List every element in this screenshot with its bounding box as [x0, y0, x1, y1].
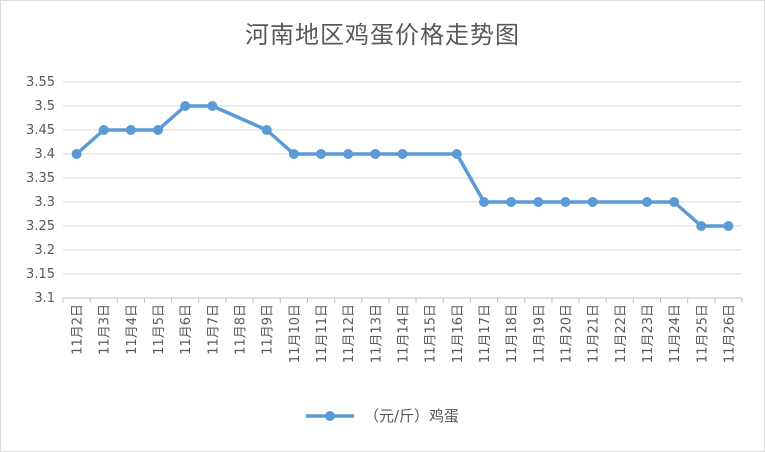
x-tick-label: 11月4日 [125, 304, 140, 355]
x-tick-label: 11月8日 [234, 304, 249, 355]
x-tick-label: 11月22日 [614, 304, 629, 363]
x-tick-label: 11月15日 [424, 304, 439, 363]
x-tick-label: 11月25日 [695, 304, 710, 363]
data-point [288, 149, 299, 159]
x-tick-label: 11月9日 [261, 304, 276, 355]
y-tick-label: 3.2 [34, 243, 55, 258]
x-tick-label: 11月21日 [587, 304, 602, 363]
x-tick-label: 11月23日 [641, 304, 656, 363]
x-tick-label: 11月11日 [315, 304, 330, 363]
x-tick-label: 11月7日 [206, 304, 221, 355]
series-line [75, 104, 729, 228]
x-tick-label: 11月13日 [369, 304, 384, 363]
x-tick-label: 11月17日 [478, 304, 493, 363]
y-tick-label: 3.45 [26, 123, 55, 138]
data-point [478, 197, 489, 207]
data-point [669, 197, 680, 207]
data-point [533, 197, 544, 207]
y-tick-label: 3.5 [34, 99, 55, 114]
y-tick-label: 3.3 [34, 195, 55, 210]
data-point [153, 125, 164, 135]
data-point [125, 125, 136, 135]
x-tick-label: 11月2日 [71, 304, 86, 355]
x-tick-label: 11月26日 [722, 304, 737, 363]
data-point [723, 221, 734, 231]
data-point [641, 197, 652, 207]
x-tick-label: 11月24日 [668, 304, 683, 363]
x-tick-label: 11月18日 [505, 304, 520, 363]
x-tick-label: 11月6日 [179, 304, 194, 355]
y-tick-label: 3.1 [34, 291, 55, 306]
x-tick-label: 11月3日 [98, 304, 113, 355]
y-tick-label: 3.15 [26, 267, 55, 282]
x-tick-label: 11月5日 [152, 304, 167, 355]
data-point [506, 197, 517, 207]
y-tick-label: 3.25 [26, 219, 55, 234]
legend-label: （元/斤）鸡蛋 [363, 407, 460, 425]
x-tick-label: 11月19日 [532, 304, 547, 363]
x-tick-label: 11月20日 [559, 304, 574, 363]
data-point [587, 197, 598, 207]
data-point [397, 149, 408, 159]
legend-line-marker [305, 410, 354, 421]
data-point [696, 221, 707, 231]
y-tick-label: 3.35 [26, 171, 55, 186]
data-point [207, 101, 218, 111]
x-tick-label: 11月12日 [342, 304, 357, 363]
x-tick-label: 11月10日 [288, 304, 303, 363]
chart-title: 河南地区鸡蛋价格走势图 [245, 21, 520, 49]
data-point [180, 101, 191, 111]
data-point [343, 149, 354, 159]
data-point [98, 125, 109, 135]
data-point [316, 149, 327, 159]
x-tick-label: 11月14日 [397, 304, 412, 363]
data-point [451, 149, 462, 159]
data-point [71, 149, 82, 159]
chart-legend: （元/斤）鸡蛋 [1, 405, 764, 426]
data-point [370, 149, 381, 159]
x-tick-label: 11月16日 [451, 304, 466, 363]
y-tick-label: 3.4 [34, 147, 55, 162]
data-point [261, 125, 272, 135]
data-point [560, 197, 571, 207]
y-tick-label: 3.55 [26, 75, 55, 90]
